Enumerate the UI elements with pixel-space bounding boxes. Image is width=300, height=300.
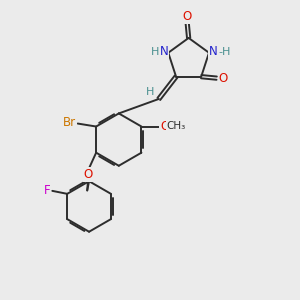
Text: N: N bbox=[209, 45, 218, 58]
Text: O: O bbox=[219, 72, 228, 85]
Text: H: H bbox=[146, 87, 155, 98]
Text: Br: Br bbox=[63, 116, 76, 130]
Text: H: H bbox=[150, 46, 159, 56]
Text: -H: -H bbox=[218, 46, 231, 56]
Text: N: N bbox=[160, 45, 169, 58]
Text: O: O bbox=[182, 10, 192, 23]
Text: CH₃: CH₃ bbox=[167, 121, 186, 131]
Text: O: O bbox=[83, 168, 93, 181]
Text: O: O bbox=[160, 120, 169, 133]
Text: F: F bbox=[44, 184, 50, 197]
